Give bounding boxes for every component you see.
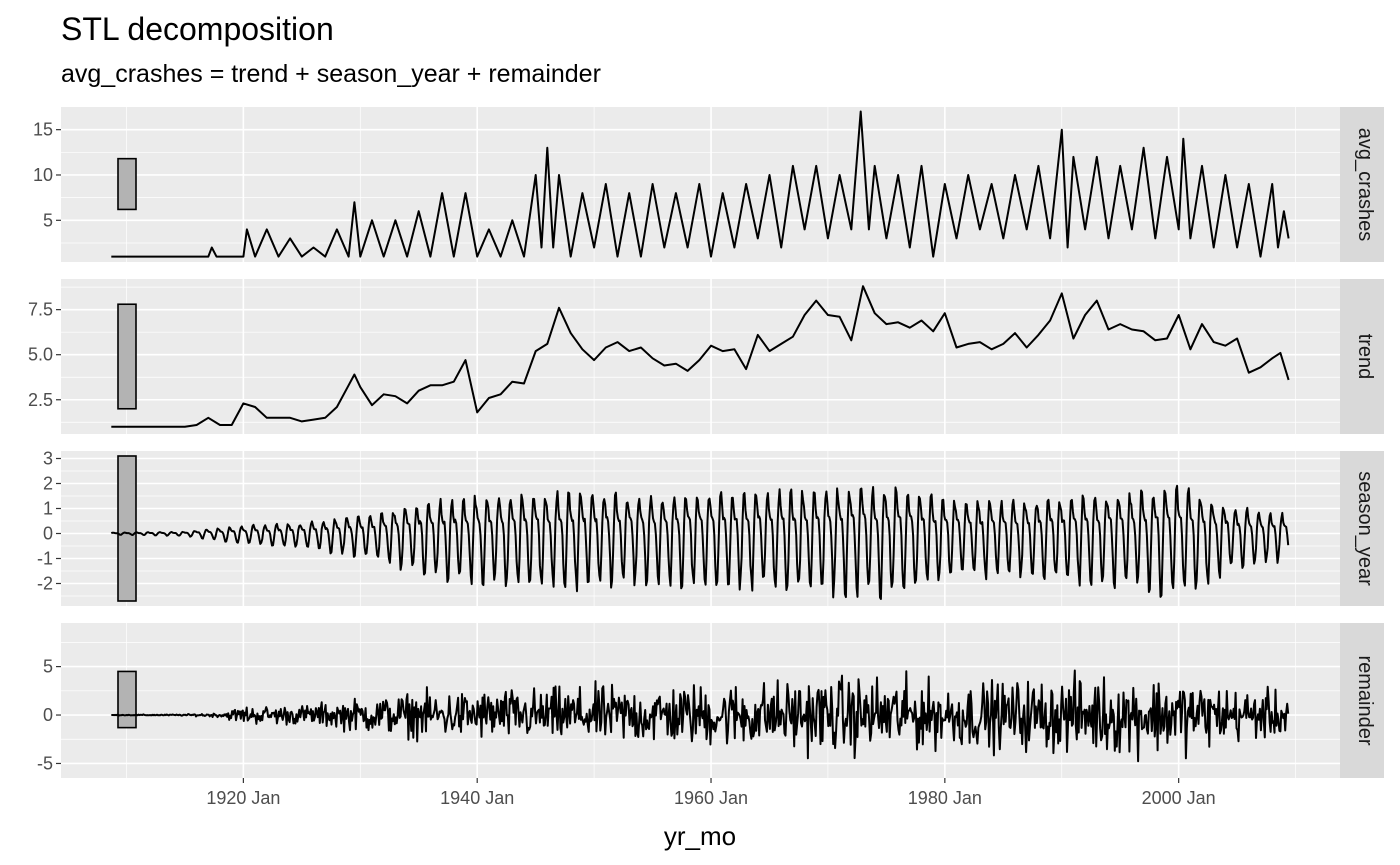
facet-strip — [1340, 623, 1384, 778]
y-tick-label: 5.0 — [28, 345, 53, 365]
facet-strip-label: remainder — [1354, 655, 1376, 745]
y-tick-label: -1 — [37, 549, 53, 569]
series-line-season-year — [110, 484, 1290, 600]
y-tick-label: 2 — [43, 474, 53, 494]
series-line-avg-crashes — [111, 110, 1290, 258]
series-line-trend — [111, 285, 1290, 428]
y-tick-label: 7.5 — [28, 300, 53, 320]
scale-range-bar — [117, 303, 137, 410]
y-tick-label: 1 — [43, 499, 53, 519]
x-tick-label: 2000 Jan — [1142, 788, 1216, 808]
y-tick-label: 3 — [43, 449, 53, 469]
x-tick-label: 1920 Jan — [206, 788, 280, 808]
y-tick-label: 2.5 — [28, 390, 53, 410]
chart-subtitle: avg_crashes = trend + season_year + rema… — [61, 60, 601, 88]
y-tick-label: -5 — [37, 753, 53, 773]
x-tick-label: 1960 Jan — [674, 788, 748, 808]
x-tick-label: 1940 Jan — [440, 788, 514, 808]
facet-strip — [1340, 451, 1384, 606]
x-tick-label: 1980 Jan — [908, 788, 982, 808]
x-axis: 1920 Jan 1940 Jan 1960 Jan 1980 Jan 2000 Jan — [206, 778, 1216, 808]
facet-strip-label: avg_crashes — [1354, 128, 1376, 241]
y-tick-label: -2 — [37, 574, 53, 594]
panel-avg-crashes: 5 10 15 avg_crashes — [33, 107, 1384, 262]
facet-panels: 5 10 15 avg_crashes 2.5 5.0 7.5 trend -2 -1 0 1 2 3 se… — [28, 107, 1384, 778]
scale-range-bar — [117, 670, 137, 729]
facet-strip-label: season_year — [1354, 471, 1376, 586]
y-tick-label: 5 — [43, 657, 53, 677]
panel-trend: 2.5 5.0 7.5 trend — [28, 279, 1384, 434]
y-tick-label: 0 — [43, 524, 53, 544]
series-line-remainder — [111, 669, 1290, 763]
facet-strip — [1340, 279, 1384, 434]
chart-title: STL decomposition — [61, 11, 334, 47]
panel-background — [61, 279, 1340, 434]
scale-range-bar — [117, 157, 137, 211]
x-axis-title: yr_mo — [664, 821, 736, 851]
y-tick-label: 5 — [43, 210, 53, 230]
panel-season-year: -2 -1 0 1 2 3 season_year — [37, 449, 1384, 606]
y-tick-label: 10 — [33, 165, 53, 185]
panel-background — [61, 107, 1340, 262]
panel-background — [61, 451, 1340, 606]
facet-strip-label: trend — [1354, 334, 1376, 380]
panel-remainder: -5 0 5 remainder — [37, 623, 1384, 778]
scale-range-bar — [117, 455, 137, 602]
facet-strip — [1340, 107, 1384, 262]
y-tick-label: 15 — [33, 120, 53, 140]
y-tick-label: 0 — [43, 705, 53, 725]
